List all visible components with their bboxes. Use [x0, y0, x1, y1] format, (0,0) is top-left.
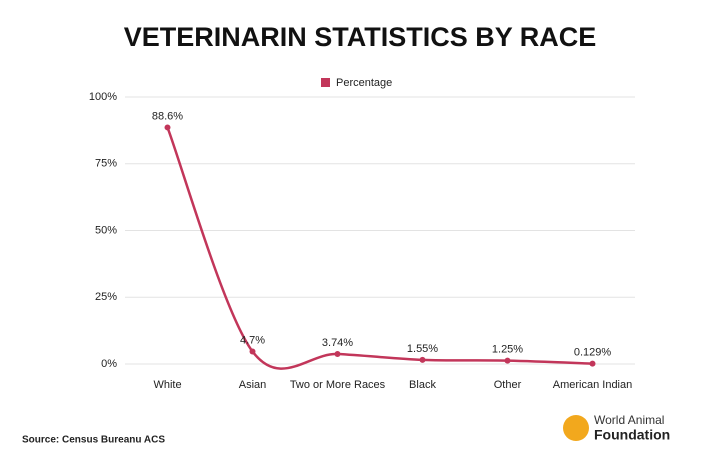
y-tick-label: 25% [95, 291, 117, 303]
legend-swatch [321, 78, 330, 87]
logo-icon [563, 415, 589, 441]
x-tick-label: Two or More Races [290, 379, 386, 391]
y-tick-label: 50% [95, 224, 117, 236]
data-label: 88.6% [152, 110, 183, 122]
x-tick-label: American Indian [553, 379, 633, 391]
data-label: 1.25% [492, 344, 523, 356]
legend-label: Percentage [336, 77, 392, 89]
data-label: 0.129% [574, 347, 612, 359]
logo-line-2: Foundation [594, 427, 670, 443]
x-tick-label: White [153, 379, 181, 391]
chart-title: VETERINARIN STATISTICS BY RACE [124, 22, 597, 52]
logo-line-1: World Animal [594, 413, 664, 427]
point [504, 357, 511, 364]
point [249, 348, 256, 355]
point [589, 360, 596, 367]
data-label: 4.7% [240, 334, 265, 346]
point [419, 356, 426, 363]
point [334, 351, 341, 358]
x-tick-label: Black [409, 379, 436, 391]
point [164, 124, 171, 131]
source-note: Source: Census Bureanu ACS [22, 435, 165, 446]
y-tick-label: 75% [95, 158, 117, 170]
data-label: 3.74% [322, 337, 353, 349]
x-tick-label: Other [494, 379, 522, 391]
y-tick-label: 0% [101, 358, 117, 370]
x-tick-label: Asian [239, 379, 267, 391]
data-label: 1.55% [407, 343, 438, 355]
y-tick-label: 100% [89, 91, 117, 103]
